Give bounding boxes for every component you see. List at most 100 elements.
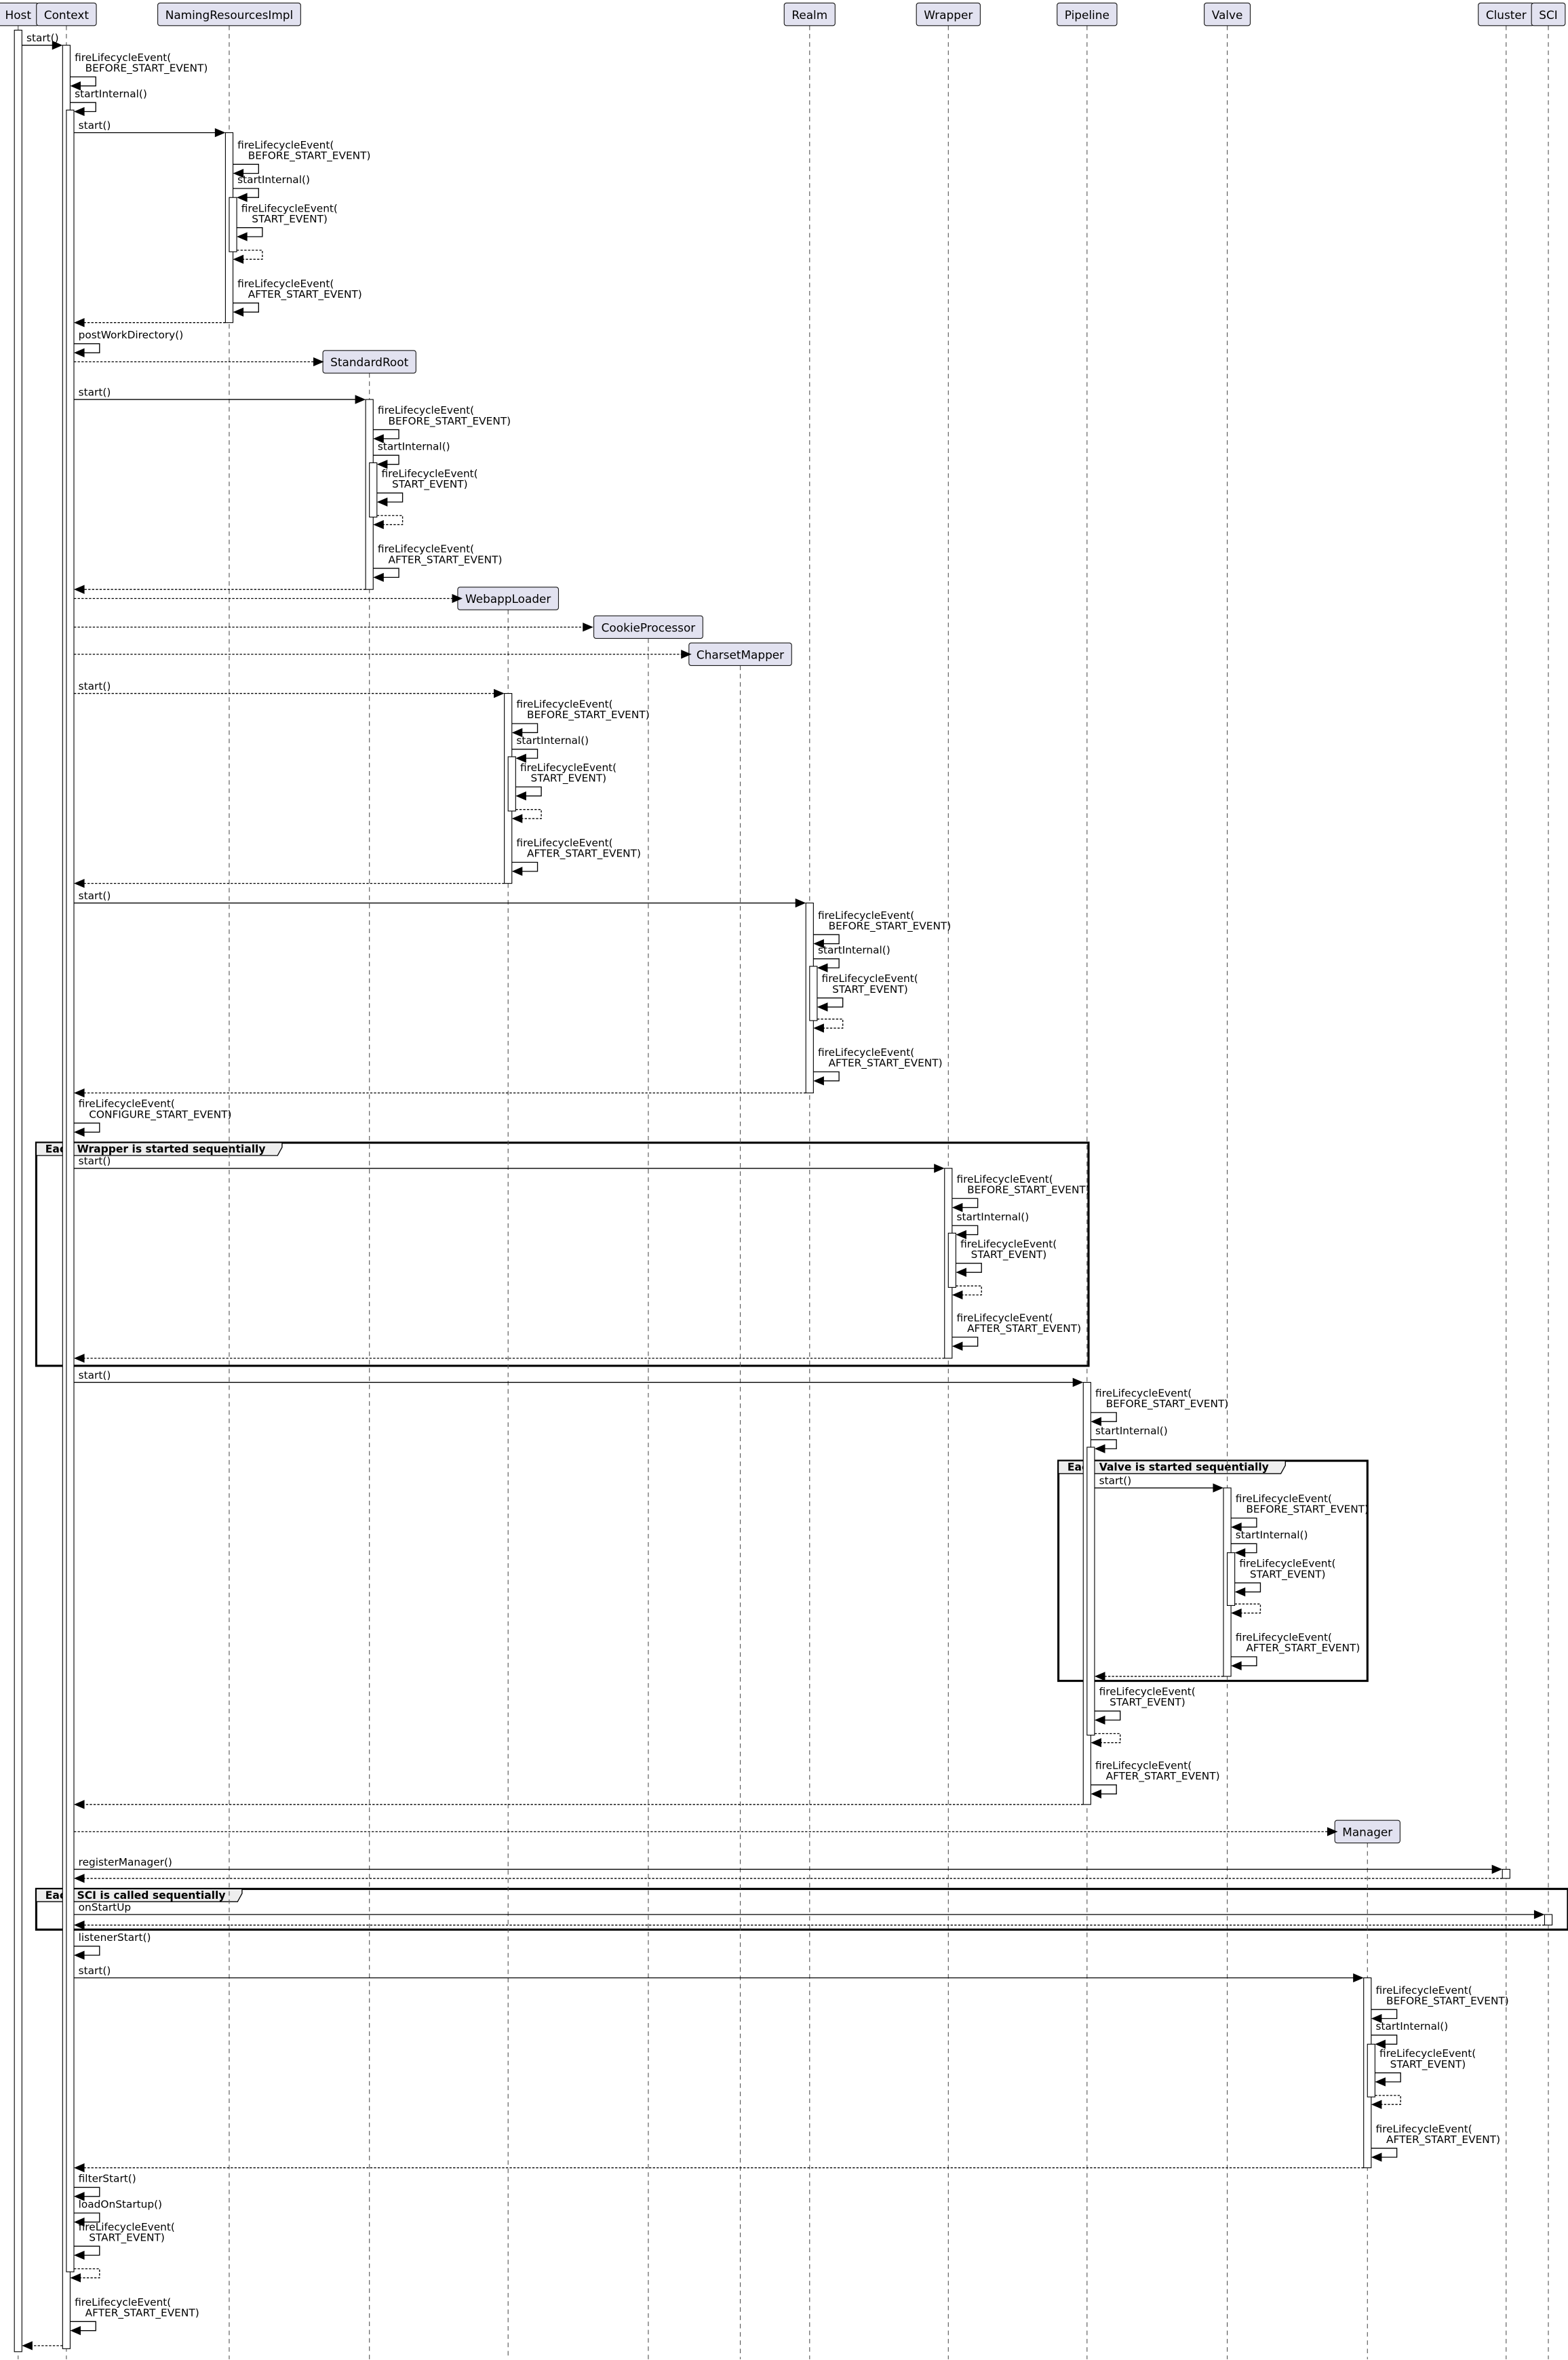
message-self: fireLifecycleEvent(BEFORE_START_EVENT) (511, 699, 650, 738)
self-message-arrow (952, 1198, 979, 1208)
arrowhead (1231, 1661, 1242, 1671)
participant-context[interactable]: Context (36, 2, 97, 26)
arrowhead (515, 791, 526, 801)
arrowhead (70, 2273, 81, 2283)
arrowhead (583, 623, 593, 632)
message-self: startInternal() (1231, 1529, 1308, 1558)
message-self: startInternal() (373, 441, 450, 469)
message-label: AFTER_START_EVENT) (527, 848, 641, 861)
arrowhead (73, 1354, 85, 1363)
arrowhead (233, 168, 244, 178)
arrowhead (1533, 1910, 1545, 1919)
message-ret (73, 318, 226, 328)
arrowhead (817, 963, 828, 972)
group-header-tab (35, 1142, 283, 1156)
message-sync: start() (73, 119, 226, 138)
self-message-arrow (511, 861, 538, 872)
self-message-arrow (817, 997, 844, 1008)
self-message-arrow (952, 1225, 979, 1236)
participant-valve[interactable]: Valve (1204, 2, 1251, 26)
activation-bar-sroot (369, 462, 378, 518)
message-label: fireLifecycleEvent( (1376, 2123, 1472, 2135)
participant-pipeline[interactable]: Pipeline (1057, 2, 1118, 26)
message-label: AFTER_START_EVENT) (1386, 2133, 1500, 2146)
arrowhead (233, 307, 244, 317)
message-label: fireLifecycleEvent( (1236, 1493, 1332, 1505)
message-label: fireLifecycleEvent( (516, 837, 612, 849)
arrowhead (1234, 1548, 1246, 1558)
message-self: filterStart() (73, 2173, 136, 2201)
message-label: BEFORE_START_EVENT) (967, 1183, 1090, 1196)
arrowhead (373, 434, 384, 444)
participant-label: StandardRoot (330, 355, 408, 369)
arrowhead (237, 193, 248, 202)
message-label: start() (79, 1369, 111, 1381)
self-message-arrow (373, 568, 399, 578)
arrowhead (70, 2325, 81, 2336)
arrowhead (73, 318, 85, 328)
self-message-arrow (1231, 1517, 1257, 1528)
arrowhead (1091, 1789, 1101, 1798)
message-label: fireLifecycleEvent( (237, 139, 334, 151)
message-label: startInternal() (818, 944, 890, 956)
participant-host[interactable]: Host (0, 2, 39, 26)
message-sync: start() (73, 890, 806, 908)
arrowhead (73, 1088, 85, 1098)
self-message-arrow (954, 1285, 982, 1296)
message-label: START_EVENT) (971, 1248, 1047, 1261)
self-message-arrow (511, 749, 538, 759)
self-message-arrow (70, 2321, 96, 2332)
participant-label: CharsetMapper (697, 648, 784, 661)
participant-charset[interactable]: CharsetMapper (688, 642, 792, 666)
message-ret (73, 1874, 1503, 1883)
message-label: startInternal() (1095, 1425, 1168, 1437)
arrowhead (73, 106, 85, 117)
self-message-arrow (73, 1122, 100, 1133)
arrowhead (313, 357, 324, 367)
arrowhead (1371, 2100, 1382, 2109)
arrowhead (1327, 1827, 1338, 1836)
arrowhead (952, 1341, 963, 1351)
message-self: fireLifecycleEvent(BEFORE_START_EVENT) (813, 909, 951, 949)
participant-webapp[interactable]: WebappLoader (457, 587, 560, 610)
activation-bar-cluster (1502, 1868, 1510, 1879)
message-label: start() (79, 387, 111, 399)
participant-wrapper[interactable]: Wrapper (916, 2, 981, 26)
message-self: fireLifecycleEvent(AFTER_START_EVENT) (813, 1046, 943, 1086)
participant-naming[interactable]: NamingResourcesImpl (157, 2, 301, 26)
message-self: fireLifecycleEvent(AFTER_START_EVENT) (1231, 1632, 1360, 1671)
participant-sci[interactable]: SCI (1531, 2, 1566, 26)
message-selfret (70, 2268, 100, 2283)
arrowhead (1371, 2013, 1382, 2024)
message-label: start() (1099, 1474, 1132, 1487)
message-label: loadOnStartup() (79, 2198, 162, 2210)
message-label: START_EVENT) (531, 772, 607, 785)
participant-sroot[interactable]: StandardRoot (322, 350, 416, 374)
arrowhead (376, 459, 388, 469)
self-message-arrow (70, 102, 96, 113)
message-label: startInternal() (516, 734, 589, 747)
arrowhead (1234, 1587, 1246, 1597)
participant-realm[interactable]: Realm (783, 2, 836, 26)
message-self: fireLifecycleEvent(BEFORE_START_EVENT) (233, 139, 370, 178)
arrowhead (214, 127, 226, 138)
participant-manager[interactable]: Manager (1334, 1820, 1400, 1844)
message-label: startInternal() (957, 1211, 1030, 1223)
arrowhead (233, 254, 244, 264)
arrowhead (817, 1002, 828, 1012)
arrowhead (511, 867, 523, 876)
arrowhead (373, 572, 384, 583)
message-label: fireLifecycleEvent( (1099, 1686, 1196, 1698)
message-label: fireLifecycleEvent( (818, 1046, 914, 1059)
participant-cookie[interactable]: CookieProcessor (593, 615, 703, 639)
message-label: BEFORE_START_EVENT) (527, 709, 650, 722)
arrowhead (1231, 1522, 1242, 1532)
group-frame: Each Wrapper is started sequentially (35, 1141, 1090, 1367)
self-message-arrow (1091, 1439, 1117, 1449)
participant-cluster[interactable]: Cluster (1478, 2, 1535, 26)
self-message-arrow (73, 1946, 100, 1956)
message-label: start() (26, 32, 59, 44)
message-label: fireLifecycleEvent( (957, 1312, 1053, 1324)
message-selfret (373, 515, 404, 530)
